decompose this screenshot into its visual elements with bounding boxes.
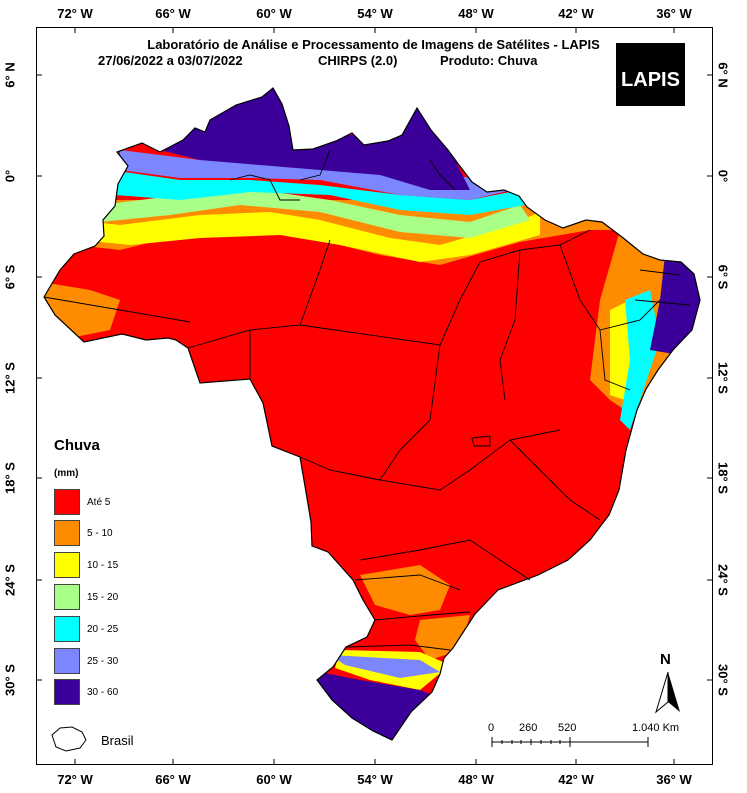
brazil-outline <box>43 87 701 741</box>
legend-label: 25 - 30 <box>87 656 119 667</box>
north-label: N <box>660 651 671 668</box>
lon-label-bottom-60w: 60° W <box>256 772 292 787</box>
legend-label: 5 - 10 <box>87 528 113 539</box>
legend-title: Chuva <box>54 437 100 454</box>
rainfall-field <box>44 88 700 740</box>
legend-label: 15 - 20 <box>87 592 119 603</box>
legend-swatch <box>54 648 80 674</box>
map-dates: 27/06/2022 a 03/07/2022 <box>98 53 243 68</box>
scale-bar <box>491 737 649 747</box>
rain-class-20-25-coast <box>620 290 660 430</box>
brasil-outline-icon <box>51 726 87 752</box>
map-source: CHIRPS (2.0) <box>318 53 398 68</box>
scale-label-1040: 1.040 Km <box>632 722 680 734</box>
lon-label-top-48w: 48° W <box>458 6 494 21</box>
legend-label: Até 5 <box>87 497 111 508</box>
scale-label-260: 260 <box>519 722 538 734</box>
map-title: Laboratório de Análise e Processamento d… <box>147 37 600 52</box>
state-boundaries <box>43 149 691 651</box>
lon-label-top-54w: 54° W <box>357 6 393 21</box>
brasil-legend-label: Brasil <box>101 733 134 748</box>
lon-label-bottom-48w: 48° W <box>458 772 494 787</box>
north-arrow-icon <box>655 671 680 714</box>
lon-label-bottom-42w: 42° W <box>558 772 594 787</box>
legend-swatch <box>54 584 80 610</box>
lon-label-bottom-66w: 66° W <box>155 772 191 787</box>
lon-label-bottom-36w: 36° W <box>656 772 692 787</box>
legend-label: 10 - 15 <box>87 560 119 571</box>
scale-label-0: 0 <box>488 722 495 734</box>
legend-unit: (mm) <box>54 468 79 479</box>
rain-class-20-25 <box>110 170 525 215</box>
lon-label-bottom-54w: 54° W <box>357 772 393 787</box>
lon-label-top-42w: 42° W <box>558 6 594 21</box>
frame-ticks <box>36 27 713 765</box>
legend-swatch <box>54 489 80 515</box>
lon-label-top-60w: 60° W <box>256 6 292 21</box>
rain-class-25-30-south <box>330 655 440 678</box>
rain-class-10-15 <box>44 212 540 262</box>
scale-label-520: 520 <box>558 722 577 734</box>
lon-label-top-72w: 72° W <box>57 6 93 21</box>
legend-label: 30 - 60 <box>87 687 119 698</box>
lon-label-top-66w: 66° W <box>155 6 191 21</box>
lapis-logo: LAPIS <box>616 43 685 106</box>
legend-swatch <box>54 616 80 642</box>
map-product: Produto: Chuva <box>440 53 538 68</box>
rain-class-30-60-north <box>160 88 470 190</box>
lon-label-bottom-72w: 72° W <box>57 772 93 787</box>
legend-swatch <box>54 520 80 546</box>
lon-label-top-36w: 36° W <box>656 6 692 21</box>
rain-class-15-20 <box>100 190 530 238</box>
lapis-logo-text: LAPIS <box>621 69 680 91</box>
legend-swatch <box>54 679 80 705</box>
legend-label: 20 - 25 <box>87 624 119 635</box>
legend-swatch <box>54 552 80 578</box>
